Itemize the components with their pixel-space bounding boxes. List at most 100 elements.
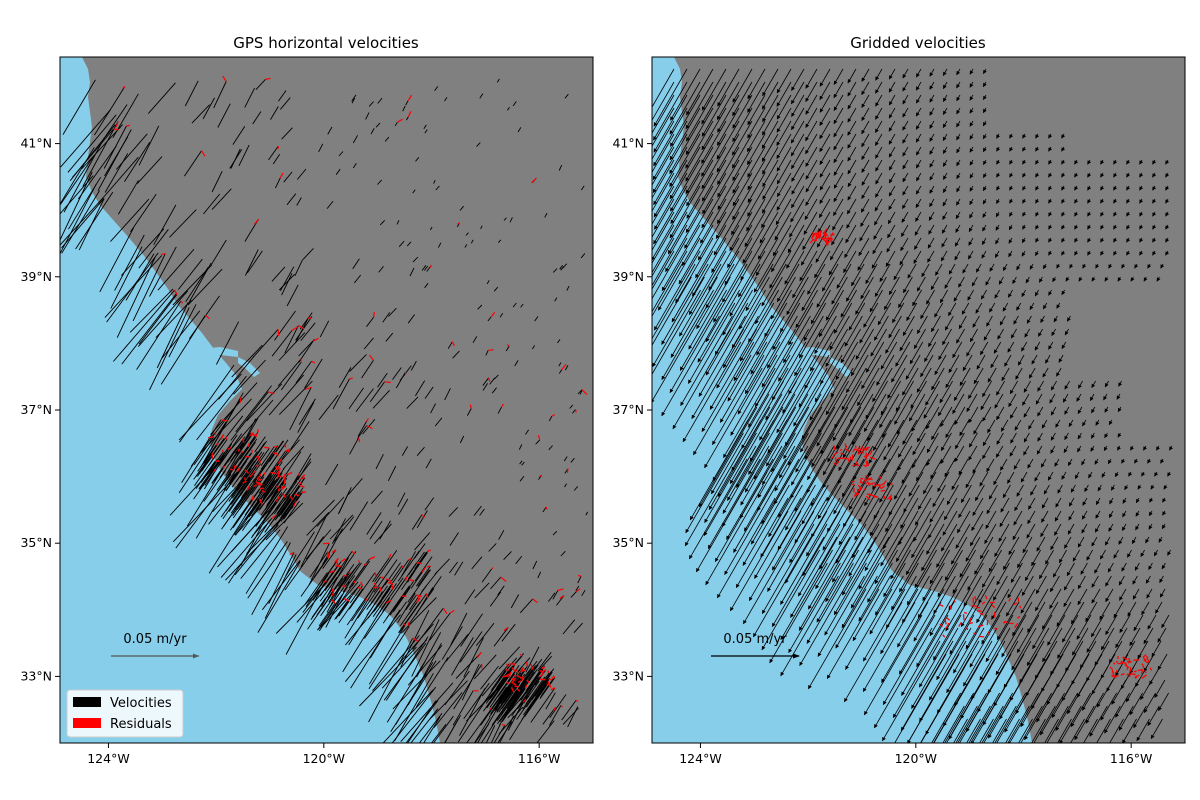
velocity-vector: [188, 295, 220, 340]
velocity-vector: [320, 584, 361, 628]
velocity-vector: [232, 480, 260, 519]
velocity-vector: [407, 569, 431, 603]
velocity-vector: [265, 502, 304, 541]
velocity-vector: [373, 523, 392, 544]
velocity-vector: [499, 313, 504, 318]
velocity-vector: [132, 253, 166, 322]
velocity-vector: [349, 354, 367, 372]
residual-vector: [560, 704, 564, 708]
velocity-vector: [149, 246, 177, 297]
x-tick-label: 120°W: [303, 751, 345, 766]
velocity-vector: [398, 240, 405, 247]
gridded-vector: [929, 81, 935, 90]
velocity-vector: [410, 708, 439, 743]
legend-swatch-velocities: [73, 697, 101, 707]
residual-vector: [265, 77, 271, 80]
gridded-vector: [902, 81, 909, 92]
residual-vector: [259, 499, 263, 506]
velocity-vector: [577, 576, 582, 584]
residual-vector: [322, 580, 327, 583]
residual-vector: [401, 565, 404, 568]
velocity-vector: [429, 612, 451, 641]
residual-vector: [1017, 597, 1020, 602]
residual-vector: [366, 424, 373, 430]
velocity-vector: [275, 581, 328, 634]
velocity-vector: [498, 529, 505, 540]
panel-title: Gridded velocities: [850, 34, 986, 52]
residual-vector: [291, 326, 299, 332]
velocity-vector: [459, 688, 486, 736]
residual-vector: [530, 663, 534, 670]
velocity-vector: [416, 632, 442, 678]
sf-bay: [830, 357, 852, 377]
velocity-vector: [485, 350, 489, 356]
velocity-vector: [409, 267, 415, 277]
velocity-vector: [517, 676, 541, 710]
velocity-vector: [210, 239, 227, 266]
x-axis-ticks: 124°W 120°W 116°W: [679, 743, 1152, 766]
velocity-vector: [519, 598, 534, 614]
velocity-vector: [234, 432, 254, 460]
velocity-vector: [377, 97, 383, 104]
gridded-vector: [717, 68, 740, 107]
velocity-vector: [278, 273, 295, 291]
velocity-vector: [432, 715, 454, 743]
velocity-vector: [414, 556, 433, 582]
residual-vector: [239, 396, 242, 403]
velocity-vector: [542, 506, 547, 513]
velocity-vector: [258, 440, 284, 477]
velocity-vector: [225, 481, 247, 512]
velocity-vector: [211, 188, 232, 210]
gridded-vector: [942, 81, 948, 90]
residual-vector: [526, 679, 530, 684]
gridded-vector: [701, 81, 727, 125]
residual-vector: [531, 177, 537, 184]
velocity-vector: [477, 704, 500, 743]
velocity-vector: [352, 135, 358, 144]
velocity-vector: [567, 706, 579, 728]
velocity-vector: [61, 198, 105, 249]
velocity-vector: [459, 631, 483, 663]
residual-vector: [358, 437, 361, 443]
residual-vector: [334, 564, 341, 568]
velocity-vector: [487, 316, 492, 322]
velocity-vector: [393, 587, 411, 612]
velocity-vector: [523, 680, 540, 704]
velocity-vector: [415, 157, 420, 162]
velocity-vector: [252, 464, 266, 483]
residual-vector: [421, 514, 426, 518]
velocity-vector: [351, 97, 356, 104]
residual-vector: [275, 496, 280, 503]
gridded-vector: [902, 68, 909, 79]
gridded-vector: [875, 94, 883, 107]
velocity-vector: [424, 282, 429, 289]
velocity-vector: [450, 612, 468, 646]
velocity-vector: [268, 145, 279, 161]
velocity-vector: [373, 559, 398, 593]
velocity-vector: [385, 332, 394, 342]
velocity-vector: [230, 148, 241, 169]
residual-vector: [551, 676, 554, 680]
velocity-vector: [178, 373, 242, 441]
velocity-vector: [326, 551, 353, 589]
residual-vector: [1114, 674, 1119, 678]
velocity-vector: [562, 263, 568, 269]
velocity-vector: [200, 465, 214, 483]
velocity-vector: [499, 715, 515, 743]
gridded-vector: [716, 81, 740, 121]
velocity-vector: [221, 491, 249, 530]
velocity-vector: [536, 720, 555, 743]
velocity-vector: [412, 256, 419, 263]
velocity-vector: [384, 562, 401, 586]
velocity-vector: [430, 403, 436, 414]
velocity-vector: [230, 473, 254, 505]
velocity-vector: [572, 409, 576, 414]
gridded-vector: [875, 68, 883, 81]
residual-vector: [271, 514, 277, 519]
residual-vector: [340, 558, 346, 563]
velocity-vector: [398, 601, 421, 634]
velocity-vector: [548, 445, 553, 451]
velocity-vector: [503, 217, 507, 221]
residual-vector: [384, 381, 391, 384]
residual-vector: [287, 450, 291, 453]
